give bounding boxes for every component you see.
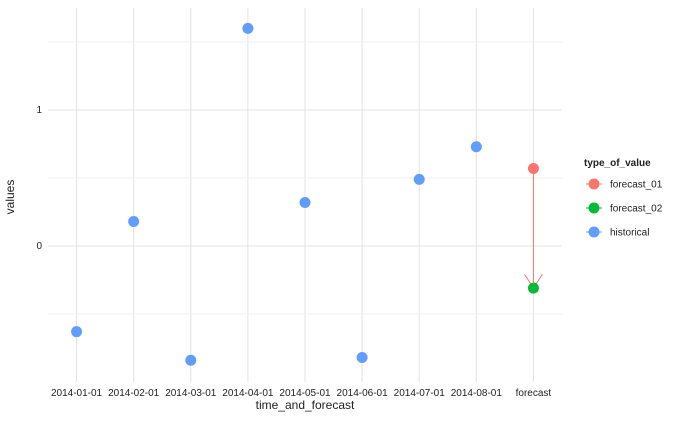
y-tick-label: 0	[36, 241, 42, 252]
x-axis-ticks: 2014-01-01 2014-02-01 2014-03-01 2014-04-01…	[51, 388, 551, 399]
legend-label-historical: historical	[610, 228, 649, 239]
legend: type_of_value forecast_01 forecast_02hist…	[584, 158, 663, 239]
x-axis-title: time_and_forecast	[256, 398, 355, 412]
forecast-arrow	[524, 168, 543, 289]
data-points	[71, 22, 539, 366]
y-tick-label: 1	[36, 105, 42, 116]
y-axis-ticks: 01	[36, 105, 42, 252]
point-historical	[413, 173, 425, 185]
x-tick-label: 2014-07-01	[394, 388, 446, 399]
x-tick-label: 2014-06-01	[337, 388, 389, 399]
point-historical	[128, 216, 140, 228]
point-historical	[356, 352, 368, 364]
legend-label-forecast_01: forecast_01	[610, 180, 663, 191]
point-historical	[185, 354, 197, 366]
x-tick-label: 2014-08-01	[451, 388, 503, 399]
x-tick-label: 2014-05-01	[279, 388, 331, 399]
legend-key-forecast_02	[588, 202, 600, 214]
x-tick-label: 2014-04-01	[222, 388, 274, 399]
point-historical	[299, 196, 311, 208]
point-historical	[470, 141, 482, 153]
x-tick-label: 2014-03-01	[165, 388, 217, 399]
legend-title: type_of_value	[584, 158, 651, 169]
point-forecast_02	[527, 282, 539, 294]
legend-key-historical	[588, 226, 600, 238]
y-axis-title: values	[3, 180, 17, 215]
grid	[48, 8, 562, 382]
x-tick-label: 2014-02-01	[108, 388, 160, 399]
legend-key-forecast_01	[588, 178, 600, 190]
point-historical	[71, 326, 83, 338]
x-tick-label: 2014-01-01	[51, 388, 103, 399]
point-forecast_01	[527, 162, 539, 174]
x-tick-label: forecast	[516, 388, 552, 399]
point-historical	[242, 22, 254, 34]
legend-label-forecast_02: forecast_02	[610, 204, 663, 215]
